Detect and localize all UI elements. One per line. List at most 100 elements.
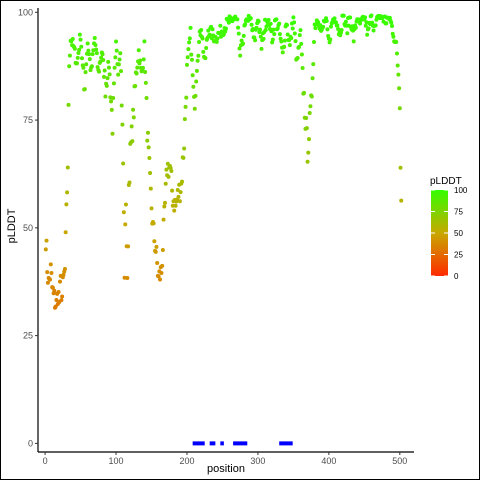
data-point (321, 24, 326, 29)
data-point (149, 206, 154, 211)
data-point (183, 104, 188, 109)
data-point (277, 21, 282, 26)
data-point (390, 24, 395, 29)
data-point (268, 21, 273, 26)
x-tick-label: 0 (43, 456, 48, 466)
data-point (120, 122, 125, 127)
data-point (297, 44, 302, 49)
data-point (156, 274, 161, 279)
data-point (148, 186, 153, 191)
data-point (134, 71, 139, 76)
data-point (178, 190, 183, 195)
data-point (270, 37, 275, 42)
data-point (214, 39, 219, 44)
data-point (366, 26, 371, 31)
data-point (82, 87, 87, 92)
data-point (339, 27, 344, 32)
data-point (148, 170, 153, 175)
data-point (94, 47, 99, 52)
data-point (396, 72, 401, 77)
data-point (235, 17, 240, 22)
data-point (136, 48, 141, 53)
data-point (111, 81, 116, 86)
data-point (184, 62, 189, 67)
data-point (177, 199, 182, 204)
data-point (241, 33, 246, 38)
data-point (170, 203, 175, 208)
data-point (199, 27, 204, 32)
y-tick-label: 75 (23, 115, 33, 125)
data-point (123, 222, 128, 227)
data-point (224, 26, 228, 31)
data-point (140, 65, 145, 70)
data-point (65, 165, 70, 170)
data-point (164, 167, 169, 172)
data-point (258, 27, 263, 32)
y-tick-label: 0 (28, 438, 33, 448)
data-point (210, 27, 215, 32)
data-point (336, 26, 341, 31)
data-point (394, 39, 399, 44)
data-point (193, 93, 198, 98)
data-point (298, 28, 303, 33)
data-point (143, 70, 148, 75)
data-point (328, 24, 333, 29)
data-point (207, 32, 212, 37)
data-point (201, 49, 206, 54)
data-point (176, 194, 181, 199)
x-tick-label: 500 (392, 456, 407, 466)
data-point (90, 52, 95, 57)
data-point (144, 96, 149, 101)
data-point (308, 104, 313, 109)
data-point (200, 36, 205, 41)
data-point (291, 15, 296, 20)
data-point (397, 106, 402, 111)
data-point (49, 270, 54, 275)
data-point (358, 21, 363, 26)
data-point (287, 43, 292, 48)
data-point (109, 107, 114, 112)
data-point (62, 266, 67, 271)
data-point (304, 115, 309, 120)
data-point (57, 279, 62, 284)
data-point (131, 107, 136, 112)
data-point (109, 99, 114, 104)
data-point (263, 27, 268, 32)
data-point (142, 39, 147, 44)
data-point (370, 20, 375, 25)
data-point (335, 23, 340, 28)
data-point (215, 36, 220, 41)
legend-break-label: 25 (454, 251, 463, 260)
data-point (304, 126, 309, 131)
data-point (311, 40, 316, 45)
data-point (189, 57, 194, 62)
data-point (333, 20, 338, 25)
data-point (121, 210, 126, 215)
data-point (185, 55, 190, 60)
data-point (141, 57, 146, 62)
data-point (196, 53, 201, 58)
data-point (48, 277, 53, 282)
data-point (302, 90, 307, 95)
data-point (238, 53, 243, 58)
data-point (324, 18, 329, 23)
data-point (87, 57, 92, 62)
data-point (187, 36, 192, 41)
data-point (316, 20, 321, 25)
data-point (145, 130, 150, 135)
data-point (155, 260, 160, 265)
data-point (290, 26, 295, 31)
x-tick-label: 400 (321, 456, 336, 466)
data-point (138, 58, 143, 63)
data-point (107, 72, 112, 77)
data-point (161, 217, 166, 222)
data-point (166, 174, 171, 179)
data-point (159, 270, 164, 275)
data-point (398, 165, 403, 170)
legend-break-label: 50 (454, 229, 463, 238)
data-point (239, 38, 244, 43)
y-axis-ticks: 0 25 50 75 100 (18, 7, 38, 448)
data-point (348, 15, 353, 20)
data-point (110, 131, 115, 136)
